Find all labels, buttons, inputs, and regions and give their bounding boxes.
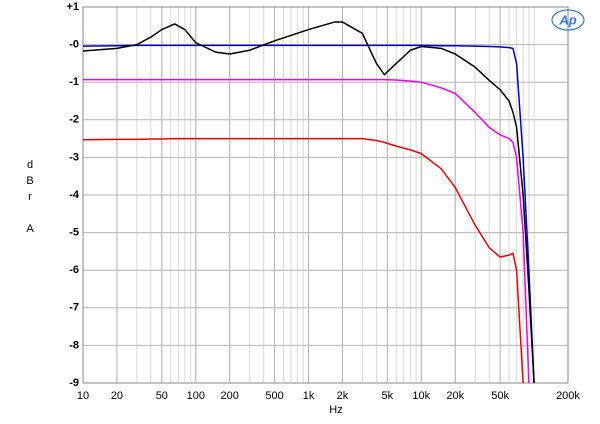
series-line [83,78,530,383]
y-axis-label: d [27,159,33,171]
y-tick-label: -1 [69,76,79,88]
series-line [83,44,535,383]
series-line [83,137,524,383]
x-tick-label: 5k [382,390,394,402]
x-tick-label: 200k [556,390,580,402]
series-line [83,21,535,383]
x-tick-label: 20 [111,390,123,402]
y-tick-label: -3 [69,151,79,163]
y-tick-label: -0 [69,39,79,51]
x-tick-label: 10k [412,390,430,402]
x-tick-label: 50 [156,390,168,402]
x-tick-label: 50k [491,390,509,402]
x-tick-label: 1k [303,390,315,402]
y-axis-label: A [26,223,34,235]
x-tick-label: 20k [446,390,464,402]
x-axis-label: Hz [329,404,342,416]
y-tick-label: -7 [69,302,79,314]
plot-frame [82,6,569,384]
y-tick-label: -4 [69,189,80,201]
x-tick-label: 500 [265,390,283,402]
y-tick-label: -5 [69,227,79,239]
y-tick-label: -2 [69,114,79,126]
y-tick-label: -6 [69,264,79,276]
x-tick-label: 10 [77,390,89,402]
y-tick-label: -9 [69,377,79,389]
y-tick-label: +1 [66,1,79,13]
logo-ring [551,9,585,31]
x-tick-label: 100 [187,390,205,402]
logo: Ap [558,12,576,27]
y-axis-label: r [28,191,32,203]
x-tick-label: 2k [337,390,349,402]
x-tick-label: 200 [221,390,239,402]
y-tick-label: -8 [69,339,79,351]
y-axis-label: B [26,175,33,187]
